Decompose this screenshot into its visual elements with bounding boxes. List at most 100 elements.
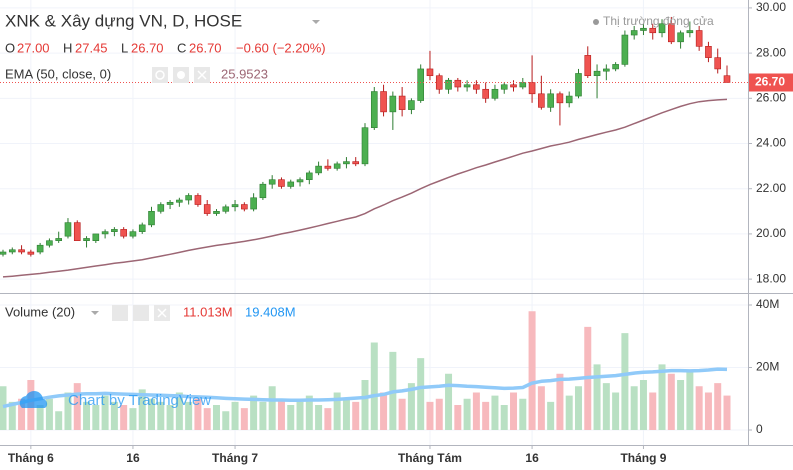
y-tick-label: 20.00 xyxy=(756,226,786,240)
volume-bar xyxy=(519,398,527,430)
y-tick-label: 26.00 xyxy=(756,90,786,104)
candle-body xyxy=(723,75,731,83)
volume-bar xyxy=(472,392,480,430)
button-eye[interactable] xyxy=(152,67,168,83)
volume-bar xyxy=(138,389,146,430)
volume-bar xyxy=(491,395,499,430)
volume-bar xyxy=(677,380,685,430)
candle-body xyxy=(0,251,7,255)
volume-bar xyxy=(370,342,378,430)
volume-layer xyxy=(0,311,731,430)
candle-body xyxy=(426,68,434,77)
candle-body xyxy=(612,64,619,70)
volume-bar xyxy=(0,386,7,430)
candle-body xyxy=(64,222,72,237)
candle-body xyxy=(408,100,415,110)
candle-body xyxy=(435,75,443,90)
h-value: 27.45 xyxy=(75,40,108,55)
volume-bar xyxy=(380,392,388,430)
c-value: 26.70 xyxy=(189,40,222,55)
candle-body xyxy=(705,46,712,58)
ema-buttons[interactable] xyxy=(152,67,210,83)
candle-body xyxy=(695,30,703,47)
button-eye[interactable] xyxy=(112,305,128,321)
c-label: C xyxy=(177,40,186,55)
icon xyxy=(157,308,167,318)
last-price-badge xyxy=(749,73,793,92)
y-tick-label: 18.00 xyxy=(756,271,786,285)
volume-bar xyxy=(250,395,258,430)
volume-bar xyxy=(482,401,490,430)
candle-body xyxy=(287,181,295,187)
candle-body xyxy=(575,73,582,97)
volume-bar xyxy=(315,405,323,430)
candle-body xyxy=(593,70,601,77)
x-tick-label: 16 xyxy=(525,451,539,465)
candle-body xyxy=(83,238,90,241)
candle-body xyxy=(640,27,647,31)
volume-bar xyxy=(110,401,118,430)
candle-body xyxy=(389,95,397,113)
volume-bar xyxy=(426,401,434,430)
candle-body xyxy=(176,199,183,203)
candle-body xyxy=(18,249,25,253)
volume-ma-value: 19.408M xyxy=(245,304,296,319)
y-tick-label: 20M xyxy=(756,360,779,374)
volume-bar xyxy=(407,383,415,430)
candle-body xyxy=(538,93,545,108)
candle-body xyxy=(148,211,155,226)
title-dropdown[interactable] xyxy=(312,20,320,24)
volume-bar xyxy=(120,405,128,430)
candle-body xyxy=(603,68,610,72)
candle-body xyxy=(463,84,471,88)
button-settings[interactable] xyxy=(133,305,149,321)
o-value: 27.00 xyxy=(17,40,50,55)
volume-bar xyxy=(268,386,276,430)
candle-body xyxy=(138,224,146,232)
volume-bar xyxy=(194,398,202,430)
x-tick-label: Tháng 9 xyxy=(620,451,666,465)
volume-bar xyxy=(36,405,44,430)
volume-bar xyxy=(352,401,360,430)
candle-body xyxy=(306,172,313,180)
candle-body xyxy=(315,165,322,174)
volume-bar xyxy=(18,398,26,430)
volume-label: Volume (20) xyxy=(5,304,75,319)
candle-body xyxy=(73,222,81,241)
volume-bar xyxy=(175,392,183,430)
volume-buttons[interactable] xyxy=(112,305,170,321)
candle-body xyxy=(129,231,137,237)
volume-dropdown[interactable] xyxy=(91,311,99,315)
candle-body xyxy=(547,93,554,108)
candle-body xyxy=(278,179,285,187)
volume-bar xyxy=(222,411,230,430)
candle-body xyxy=(120,229,127,237)
candle-body xyxy=(343,161,350,165)
candle-body xyxy=(231,204,239,208)
y-tick-label: 0 xyxy=(756,422,763,436)
volume-ma-line xyxy=(2,367,728,409)
volume-bar xyxy=(296,401,304,430)
volume-bar xyxy=(92,405,100,430)
volume-bar xyxy=(602,383,610,430)
candle-body xyxy=(101,231,109,235)
volume-bar xyxy=(528,311,536,430)
candle-body xyxy=(584,55,592,77)
candle-body xyxy=(519,82,527,88)
volume-bar xyxy=(565,395,573,430)
candle-body xyxy=(250,197,257,210)
volume-bar xyxy=(185,401,193,430)
volume-bar xyxy=(612,392,620,430)
volume-bar xyxy=(463,398,471,430)
volume-bar xyxy=(547,401,555,430)
candle-body xyxy=(46,240,53,246)
y-tick-label: 30.00 xyxy=(756,0,786,14)
icon xyxy=(155,70,165,80)
volume-bar xyxy=(361,380,369,430)
volume-bar xyxy=(212,405,220,430)
watermark: Chart by TradingView xyxy=(19,391,211,409)
candle-body xyxy=(259,183,267,199)
candle-body xyxy=(241,204,248,210)
volume-bar xyxy=(277,398,285,430)
candle-body xyxy=(649,27,657,34)
